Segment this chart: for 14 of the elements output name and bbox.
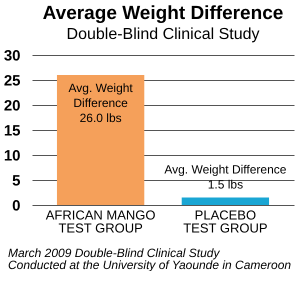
chart-title: Average Weight Difference <box>42 3 284 24</box>
y-tick-label: 5 <box>12 172 20 190</box>
x-tick-label: PLACEBO TEST GROUP <box>183 208 268 236</box>
text: March 2009 Double-Blind Clinical Study <box>8 246 220 260</box>
chart-subtitle: Double-Blind Clinical Study <box>66 26 260 43</box>
y-tick-label: 10 <box>4 148 20 164</box>
y-tick-label: 25 <box>4 72 20 90</box>
y-tick-label: 0 <box>12 198 20 214</box>
y-tick-label: 20 <box>4 98 20 114</box>
y-tick-label: 15 <box>4 122 20 140</box>
data-label: Avg. Weight Difference 26.0 lbs <box>68 81 134 125</box>
data-label: Avg. Weight Difference 1.5 lbs <box>164 162 287 192</box>
y-tick-label: 30 <box>4 48 20 64</box>
x-tick-label: AFRICAN MANGO TEST GROUP <box>46 208 156 236</box>
